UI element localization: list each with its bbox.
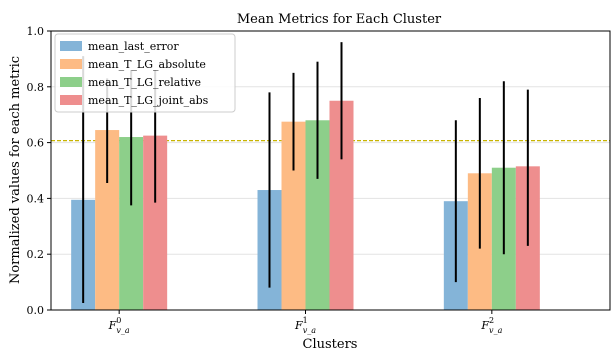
y-tick-label: 0.8 [27, 81, 45, 94]
legend-swatch [60, 95, 82, 105]
legend: mean_last_error mean_T_LG_absolute mean_T_… [54, 33, 236, 113]
x-tick-label-base: F [294, 319, 303, 332]
y-axis-label: Normalized values for each metric [8, 56, 23, 284]
legend-swatch [60, 59, 82, 69]
x-tick-label: F0 v_a [108, 316, 130, 335]
x-tick-label: F1 v_a [294, 316, 316, 335]
legend-frame [54, 33, 236, 113]
bar-mean_T_LG_relative [119, 137, 144, 310]
y-tick-label: 0.2 [27, 248, 45, 261]
y-tick-label: 0.0 [27, 304, 45, 317]
x-tick-label: F2 v_a [480, 316, 502, 335]
legend-label: mean_T_LG_absolute [88, 58, 206, 71]
legend-swatch [60, 41, 82, 51]
x-tick-label-base: F [480, 319, 489, 332]
bars [71, 100, 540, 310]
legend-label: mean_T_LG_joint_abs [88, 94, 209, 107]
x-tick-label-sup: 2 [489, 316, 494, 325]
y-tick-label: 1.0 [27, 25, 45, 38]
y-tick-label: 0.4 [27, 192, 45, 205]
legend-swatch [60, 77, 82, 87]
x-tick-label-base: F [108, 319, 117, 332]
y-tick-label: 0.6 [27, 137, 45, 150]
x-tick-label-sup: 0 [116, 316, 121, 325]
y-axis: 0.0 0.2 0.4 0.6 0.8 1.0 [27, 25, 51, 317]
x-axis-label: Clusters [303, 337, 358, 350]
x-tick-label-sub: v_a [303, 326, 317, 335]
chart-title: Mean Metrics for Each Cluster [237, 12, 442, 27]
x-tick-label-sub: v_a [116, 326, 130, 335]
x-tick-label-sub: v_a [489, 326, 503, 335]
plot-frame [50, 30, 611, 311]
x-axis: F0 v_a F1 v_a F2 v_a [108, 310, 503, 335]
legend-label: mean_last_error [88, 40, 179, 53]
legend-label: mean_T_LG_relative [88, 76, 201, 89]
x-tick-label-sup: 1 [303, 316, 308, 325]
